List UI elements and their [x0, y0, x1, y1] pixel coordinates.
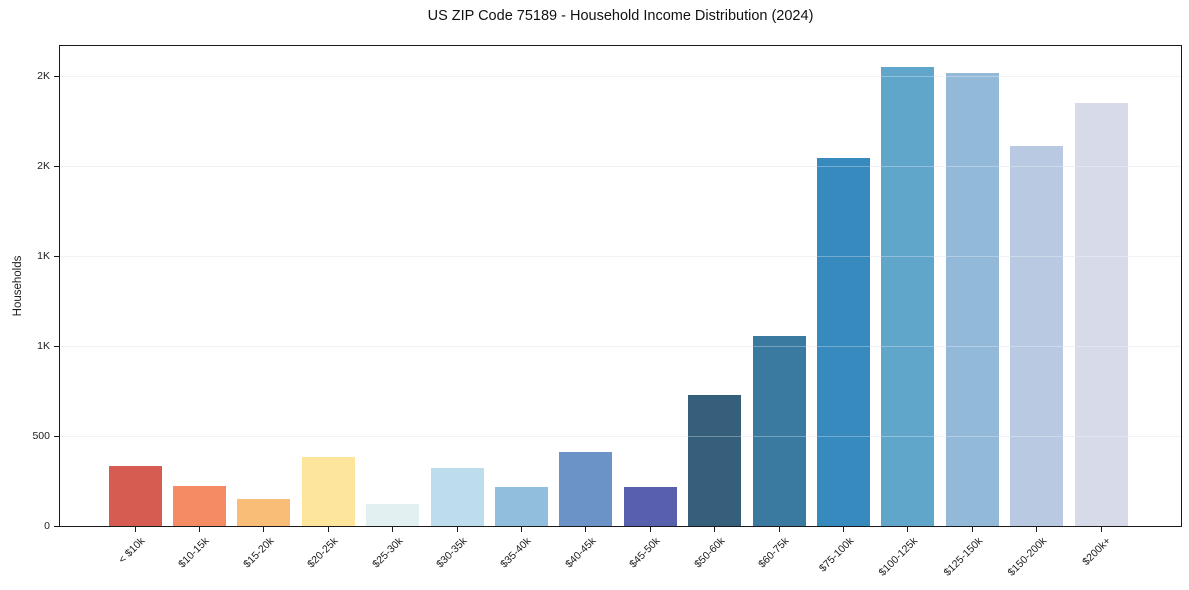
- y-tick-label: 1K: [37, 250, 50, 263]
- x-tick: [907, 527, 909, 532]
- x-tick-label: $60-75k: [756, 535, 792, 571]
- y-tick: [54, 166, 59, 168]
- bar: [1074, 103, 1128, 526]
- x-tick-label: $100-125k: [876, 535, 921, 579]
- bar: [301, 456, 355, 526]
- bar: [881, 67, 935, 526]
- y-tick-label: 2K: [37, 70, 50, 83]
- x-tick-label: $150-200k: [1005, 535, 1050, 579]
- bar: [688, 394, 742, 526]
- gridline-2500: [60, 75, 1181, 77]
- x-tick: [520, 527, 522, 532]
- gridline-500: [60, 435, 1181, 437]
- bars-layer: [60, 46, 1181, 526]
- bar: [430, 468, 484, 526]
- y-tick-label: 0: [44, 520, 50, 532]
- gridline-500: [60, 435, 1181, 437]
- y-tick-label: 1K: [37, 340, 50, 353]
- gridlines-under: [60, 46, 1181, 526]
- y-tick: [54, 346, 59, 348]
- gridline-2000: [60, 165, 1181, 167]
- x-tick: [263, 527, 265, 532]
- x-tick-label: $200k+: [1080, 535, 1114, 569]
- bar: [752, 336, 806, 526]
- x-tick: [971, 527, 973, 532]
- bar: [559, 452, 613, 526]
- x-tick: [585, 527, 587, 532]
- x-tick-label: $15-20k: [240, 535, 277, 571]
- x-tick-label: $50-60k: [691, 535, 728, 571]
- x-tick-label: < $10k: [116, 535, 148, 566]
- y-tick: [54, 256, 59, 258]
- x-tick: [1100, 527, 1102, 532]
- y-tick-label: 500: [32, 430, 50, 442]
- bar: [945, 73, 999, 526]
- gridline-1000: [60, 345, 1181, 347]
- gridline-1500: [60, 255, 1181, 257]
- bar: [816, 157, 870, 526]
- x-tick-label: $30-35k: [434, 535, 470, 571]
- x-tick: [649, 527, 651, 532]
- gridline-1500: [60, 255, 1181, 257]
- x-tick: [392, 527, 394, 532]
- gridline-2500: [60, 75, 1181, 77]
- y-tick: [54, 526, 59, 527]
- bar: [623, 487, 677, 526]
- chart-title: US ZIP Code 75189 - Household Income Dis…: [427, 8, 814, 24]
- gridlines-over: [60, 46, 1181, 526]
- x-tick-label: $45-50k: [627, 535, 663, 571]
- bar: [108, 465, 162, 526]
- x-tick-label: $35-40k: [498, 535, 534, 571]
- gridline-1000: [60, 345, 1181, 347]
- x-tick-label: $10-15k: [176, 535, 212, 571]
- y-axis-label: Households: [12, 255, 24, 317]
- x-tick: [134, 527, 136, 532]
- bar: [494, 487, 548, 526]
- x-tick: [456, 527, 458, 532]
- x-tick-label: $20-25k: [305, 535, 341, 571]
- bar: [237, 499, 291, 526]
- x-tick: [778, 527, 780, 532]
- x-tick: [714, 527, 716, 532]
- x-tick-label: $125-150k: [941, 535, 985, 579]
- x-tick: [1036, 527, 1038, 532]
- x-tick: [842, 527, 844, 532]
- x-tick-label: $75-100k: [816, 535, 856, 575]
- y-tick: [54, 436, 59, 437]
- gridline-2000: [60, 165, 1181, 167]
- y-tick-label: 2K: [37, 160, 50, 173]
- plot-area: [59, 45, 1182, 527]
- x-tick-label: $40-45k: [562, 535, 599, 571]
- x-tick: [198, 527, 200, 532]
- bar: [366, 504, 420, 526]
- x-tick-label: $25-30k: [369, 535, 406, 571]
- x-tick: [327, 527, 329, 532]
- bar: [172, 486, 226, 526]
- y-tick: [54, 76, 59, 78]
- bar: [1010, 146, 1064, 526]
